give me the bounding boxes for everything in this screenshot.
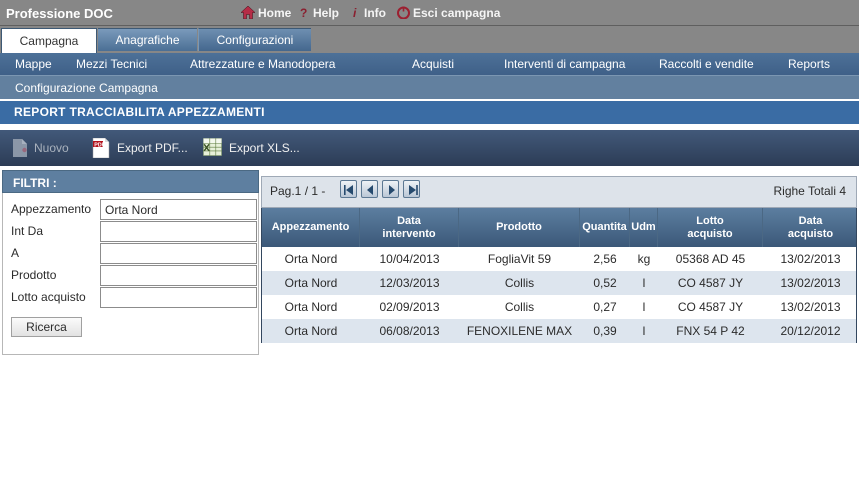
svg-text:PDF: PDF bbox=[94, 142, 105, 148]
